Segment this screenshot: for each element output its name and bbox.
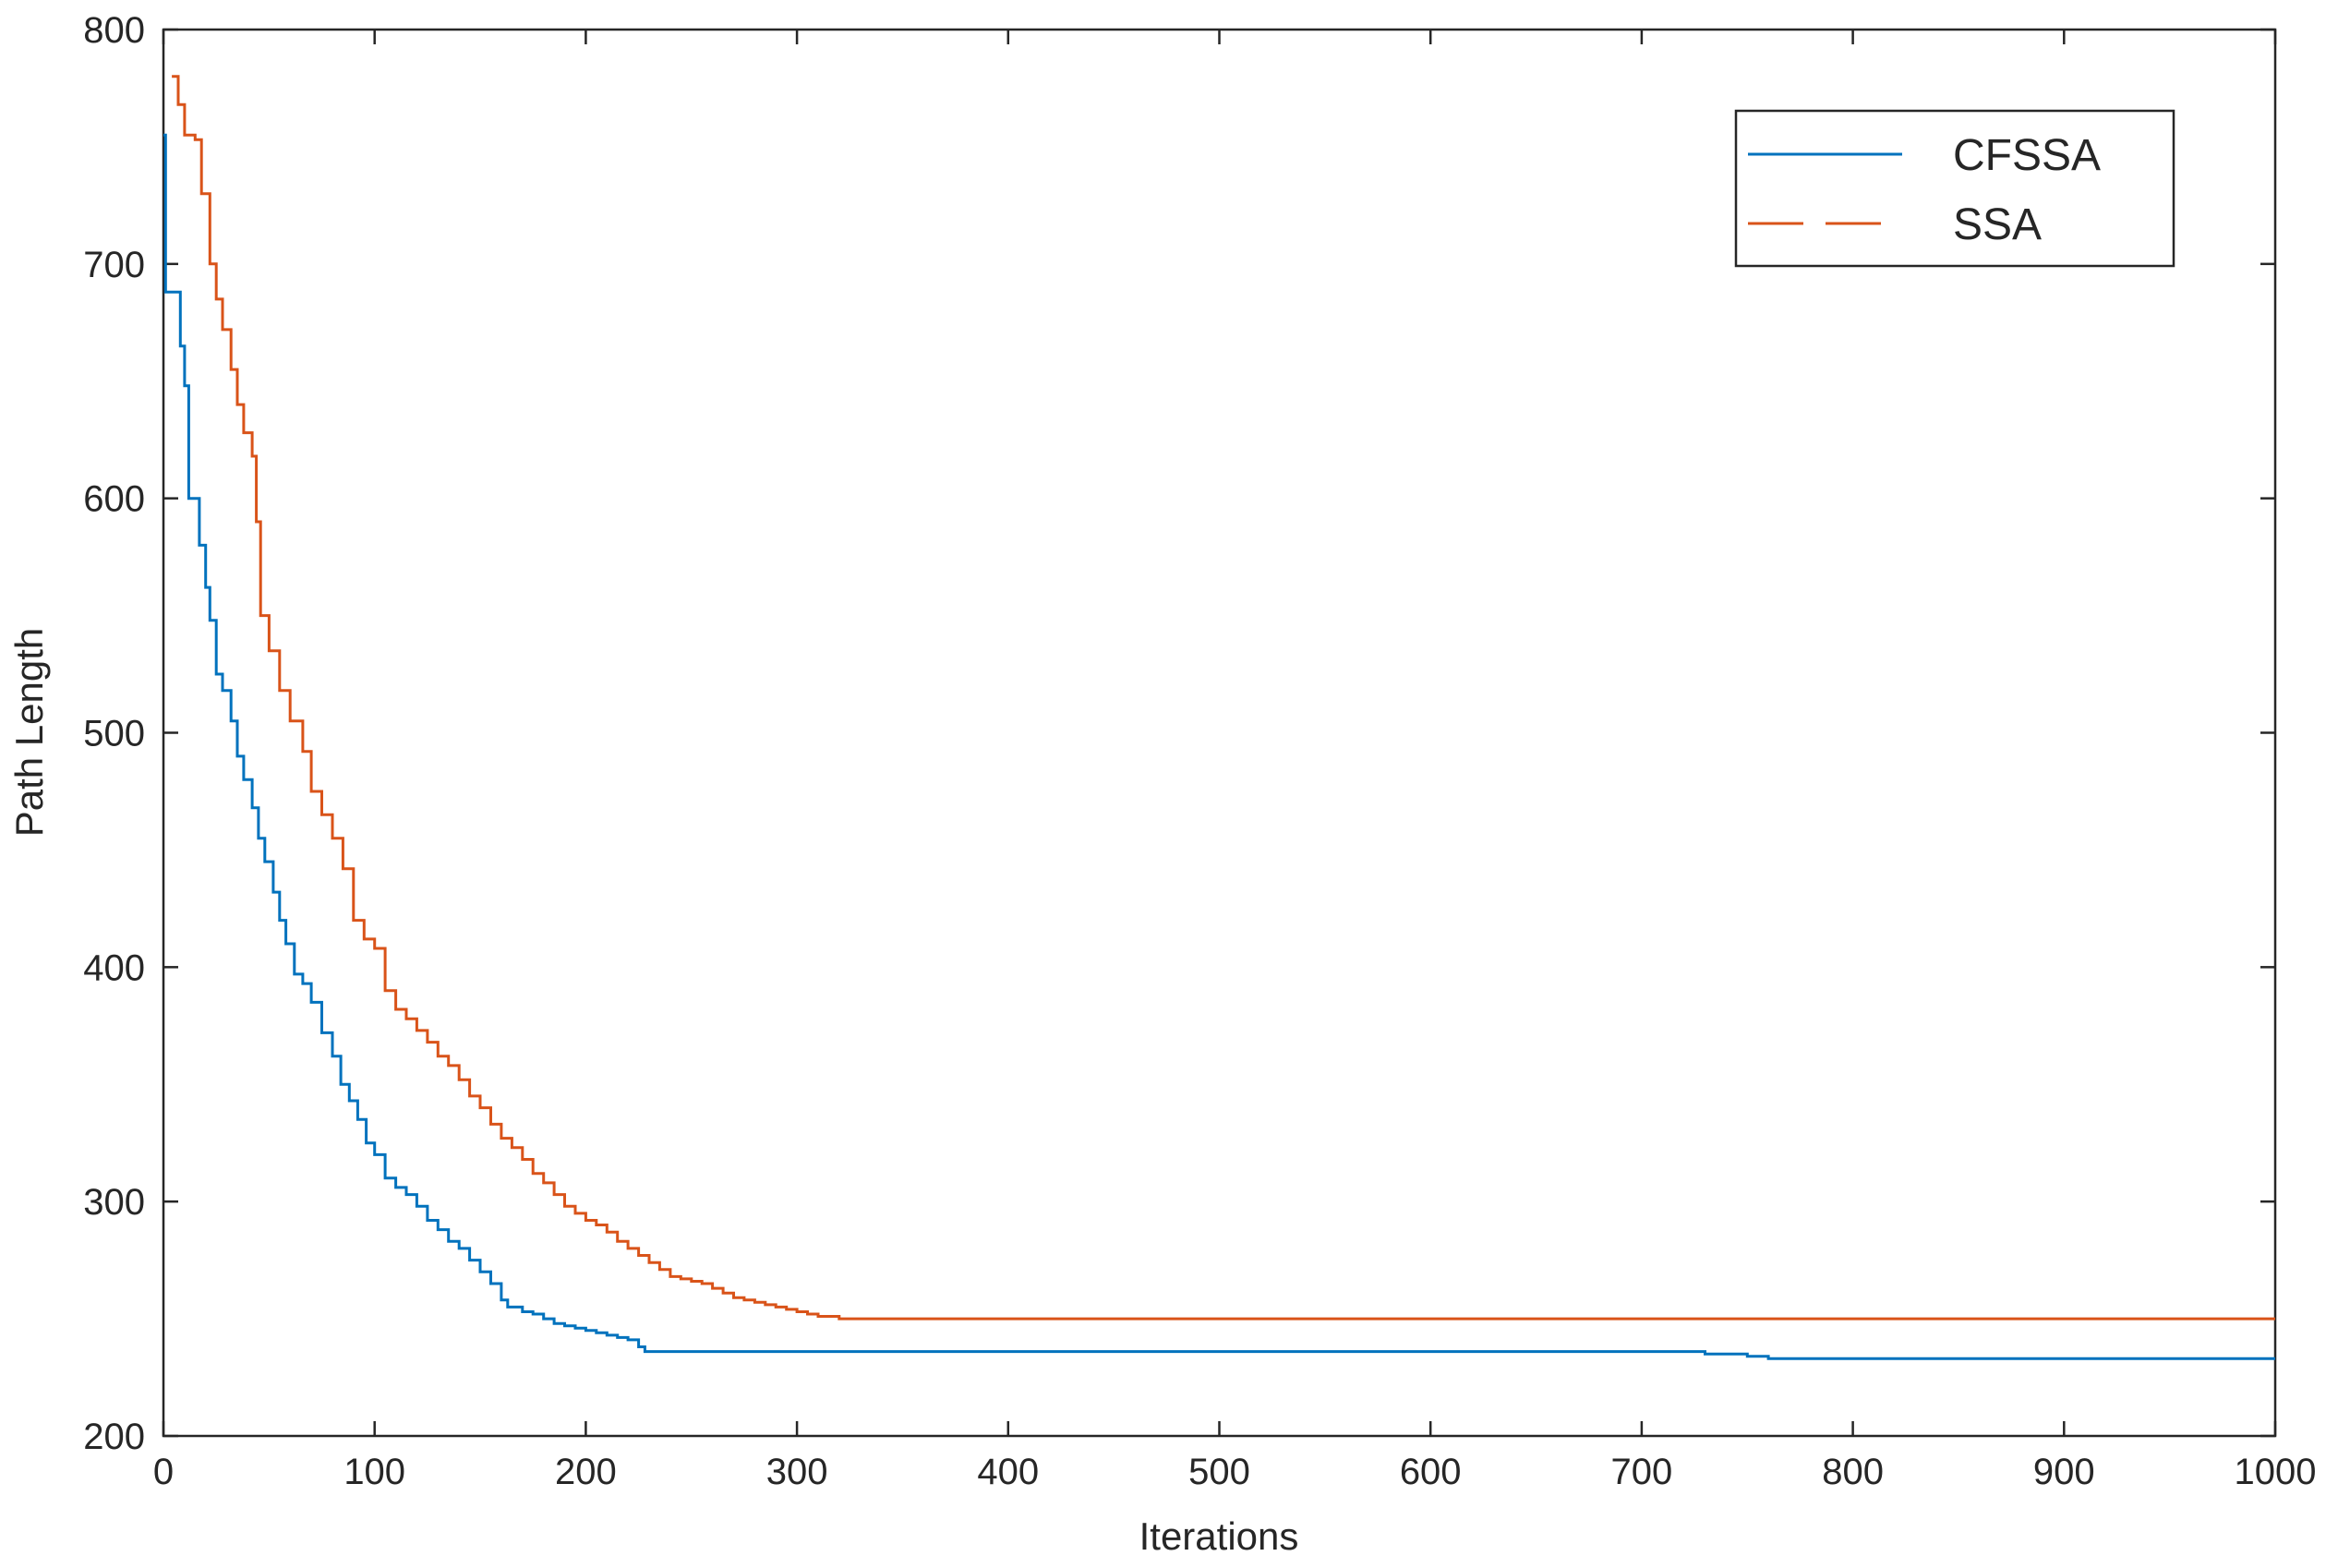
y-tick-label: 600 (83, 479, 145, 520)
x-tick-label: 200 (555, 1452, 617, 1492)
x-tick-label: 600 (1400, 1452, 1462, 1492)
y-tick-label: 200 (83, 1417, 145, 1457)
legend: CFSSA SSA (1734, 109, 2175, 268)
x-tick-label: 0 (153, 1452, 174, 1492)
x-tick-label: 700 (1611, 1452, 1673, 1492)
x-tick-label: 500 (1188, 1452, 1250, 1492)
y-tick-label: 800 (83, 10, 145, 51)
series-lines (163, 75, 2275, 1360)
x-tick-label: 300 (766, 1452, 828, 1492)
x-tick-label: 400 (977, 1452, 1039, 1492)
legend-box (1734, 109, 2175, 268)
y-tick-label: 500 (83, 714, 145, 754)
series-line-ssa (172, 75, 2275, 1321)
x-tick-label: 800 (1822, 1452, 1884, 1492)
axis-ticks: 0 100 200 300 400 500 600 700 800 900 1000 200 300 40… (83, 10, 2316, 1492)
series-line-cfssa (163, 133, 2275, 1360)
x-axis-label: Iterations (1139, 1514, 1299, 1558)
x-tick-label: 1000 (2235, 1452, 2317, 1492)
x-tick-label: 900 (2033, 1452, 2095, 1492)
x-tick-label: 100 (343, 1452, 405, 1492)
y-axis-label: Path Length (7, 628, 51, 838)
legend-label-ssa: SSA (1953, 200, 2042, 249)
y-tick-label: 700 (83, 245, 145, 285)
y-tick-label: 400 (83, 947, 145, 988)
y-tick-label: 300 (83, 1182, 145, 1223)
legend-label-cfssa: CFSSA (1953, 131, 2101, 180)
